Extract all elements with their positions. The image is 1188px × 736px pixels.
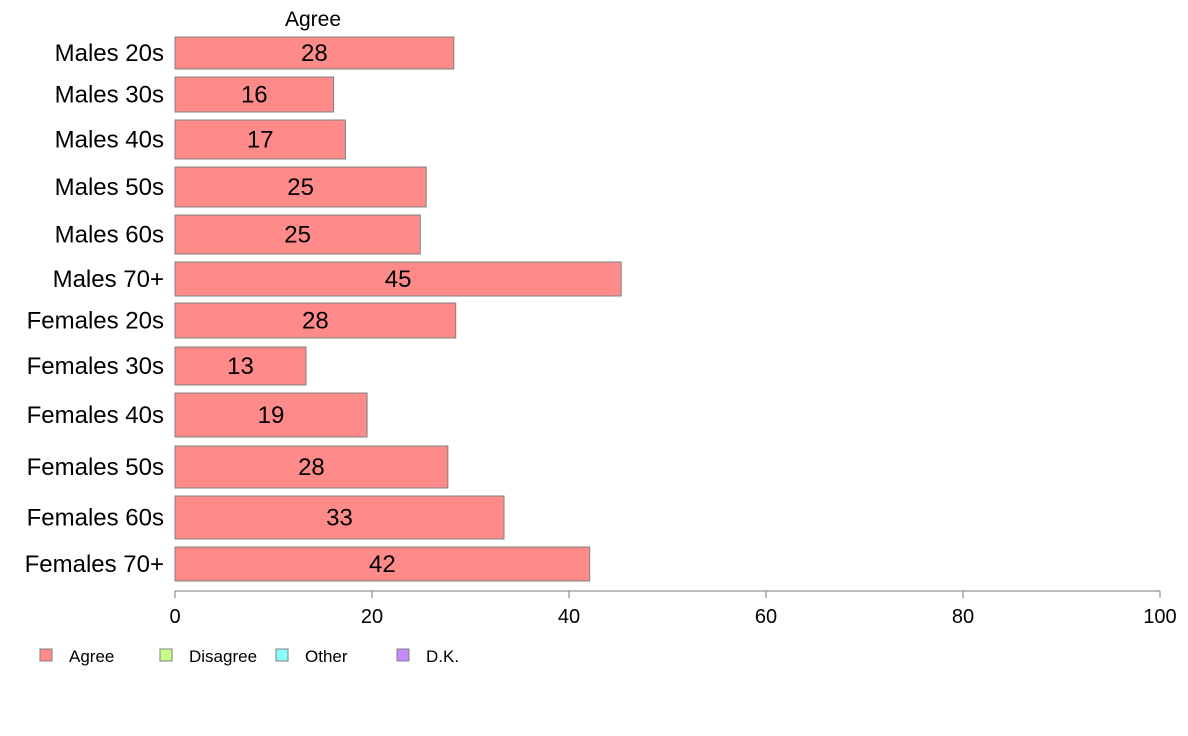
category-label: Males 40s (55, 127, 164, 154)
legend: Agree Disagree Other D.K. (39, 647, 459, 666)
bar-10 (174, 445, 449, 489)
bar-12 (174, 546, 591, 582)
bar-6 (174, 261, 622, 297)
value-label: 28 (301, 40, 328, 67)
category-label: Females 30s (27, 353, 164, 380)
category-label: Males 30s (55, 82, 164, 109)
bar-4 (174, 166, 427, 208)
category-label: Females 40s (27, 402, 164, 429)
chart-title: Agree (285, 8, 341, 31)
bar-7 (174, 302, 457, 339)
legend-item-label: Other (305, 647, 348, 666)
category-label: Females 20s (27, 308, 164, 335)
category-label: Females 50s (27, 454, 164, 481)
category-label: Males 60s (55, 222, 164, 249)
category-label: Females 70+ (25, 551, 164, 578)
bar-2 (174, 76, 335, 113)
value-label: 19 (258, 402, 285, 429)
bar-8 (174, 346, 307, 386)
bar-3 (174, 119, 346, 160)
x-tick-label: 80 (952, 606, 974, 628)
legend-swatch (39, 648, 53, 662)
legend-swatch (159, 648, 173, 662)
value-label: 16 (241, 82, 268, 109)
value-label: 28 (298, 454, 325, 481)
legend-swatch (275, 648, 289, 662)
legend-item-label: Disagree (189, 647, 257, 666)
x-tick-label: 20 (361, 606, 383, 628)
category-label: Males 50s (55, 174, 164, 201)
value-label: 25 (284, 222, 311, 249)
category-label: Males 20s (55, 40, 164, 67)
value-label: 45 (385, 266, 412, 293)
x-tick-label: 100 (1143, 606, 1176, 628)
value-label: 25 (287, 174, 314, 201)
bar-11 (174, 495, 505, 540)
value-label: 42 (369, 551, 396, 578)
category-label: Males 70+ (53, 266, 164, 293)
value-label: 33 (326, 505, 353, 532)
bars-layer: Males 20s 28 Males 30s 16 Males 40s 17 Males 5… (25, 36, 622, 582)
value-label: 17 (247, 127, 274, 154)
legend-swatch (396, 648, 410, 662)
legend-item-label: Agree (69, 647, 114, 666)
x-tick-label: 60 (755, 606, 777, 628)
x-tick-label: 0 (169, 606, 180, 628)
x-tick-label: 40 (558, 606, 580, 628)
bar-1 (174, 36, 455, 70)
x-axis: 0 20 40 60 80 100 (169, 590, 1177, 628)
value-label: 28 (302, 308, 329, 335)
bar-9 (174, 392, 368, 438)
legend-item-label: D.K. (426, 647, 459, 666)
bar-5 (174, 214, 421, 255)
category-label: Females 60s (27, 505, 164, 532)
value-label: 13 (227, 353, 254, 380)
